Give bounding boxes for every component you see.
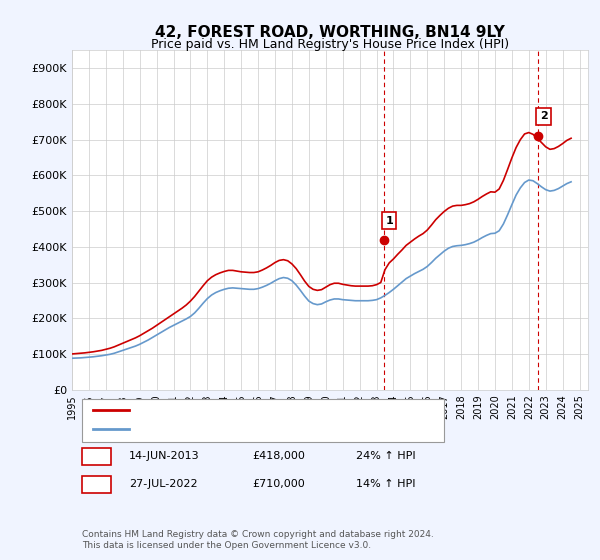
Text: 42, FOREST ROAD, WORTHING, BN14 9LY: 42, FOREST ROAD, WORTHING, BN14 9LY	[155, 25, 505, 40]
Text: Price paid vs. HM Land Registry's House Price Index (HPI): Price paid vs. HM Land Registry's House …	[151, 38, 509, 51]
Text: 27-JUL-2022: 27-JUL-2022	[129, 479, 197, 489]
Text: 24% ↑ HPI: 24% ↑ HPI	[356, 451, 415, 461]
FancyBboxPatch shape	[82, 448, 110, 465]
Text: 14% ↑ HPI: 14% ↑ HPI	[356, 479, 415, 489]
Text: £710,000: £710,000	[253, 479, 305, 489]
Text: 14-JUN-2013: 14-JUN-2013	[129, 451, 199, 461]
Text: 2: 2	[92, 478, 101, 491]
Text: HPI: Average price, detached house, Worthing: HPI: Average price, detached house, Wort…	[134, 423, 374, 433]
Text: 2: 2	[539, 111, 547, 122]
FancyBboxPatch shape	[82, 399, 443, 442]
FancyBboxPatch shape	[82, 475, 110, 492]
Text: 1: 1	[385, 216, 393, 226]
Text: £418,000: £418,000	[253, 451, 305, 461]
Text: 42, FOREST ROAD, WORTHING, BN14 9LY (detached house): 42, FOREST ROAD, WORTHING, BN14 9LY (det…	[134, 405, 443, 415]
Text: 1: 1	[92, 450, 101, 463]
Text: Contains HM Land Registry data © Crown copyright and database right 2024.
This d: Contains HM Land Registry data © Crown c…	[82, 530, 434, 550]
